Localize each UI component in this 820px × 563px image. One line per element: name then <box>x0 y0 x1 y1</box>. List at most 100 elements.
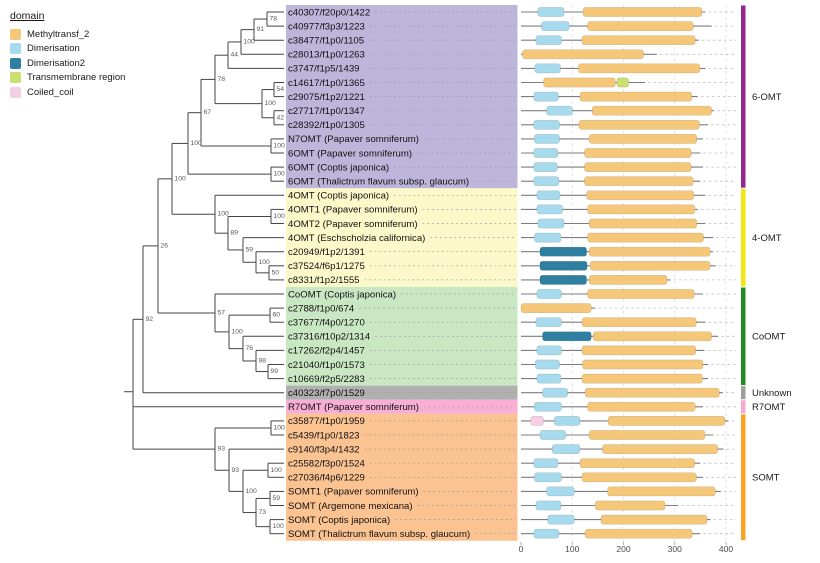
tip-label: c40323/f7p0/1529 <box>288 388 365 399</box>
clade-strip-label: Unknown <box>752 388 792 399</box>
bootstrap-label: 100 <box>191 140 203 147</box>
clade-strip-label: CoOMT <box>752 332 785 343</box>
domain-rect-Dimerisation <box>534 232 562 243</box>
domain-rect-Methyltransf_2 <box>602 444 719 454</box>
domain-rect-Dimerisation <box>542 387 568 398</box>
tip-label: 4OMT2 (Papaver somniferum) <box>288 219 418 230</box>
domain-rect-Dimerisation <box>536 373 562 384</box>
tip-label: c28013/f1p0/1263 <box>288 50 365 61</box>
domain-rect-Dimerisation2 <box>539 246 587 257</box>
bootstrap-label: 100 <box>265 100 277 107</box>
clade-strip-SOMT <box>741 414 746 541</box>
clade-strip-6-OMT <box>741 5 746 188</box>
tip-label: 4OMT1 (Papaver somniferum) <box>288 205 418 216</box>
domain-rect-Dimerisation <box>536 345 562 356</box>
clade-highlight-Unknown <box>286 385 518 400</box>
tip-label: c28392/f1p0/1305 <box>288 120 365 131</box>
domain-rect-Methyltransf_2 <box>600 514 708 525</box>
legend-item: Transmembrane region <box>10 71 125 86</box>
domain-rect-Dimerisation <box>536 289 562 299</box>
domain-rect-Methyltransf_2 <box>587 204 695 215</box>
domain-rect-Methyltransf_2 <box>581 472 697 483</box>
tip-label: c25582/f3p0/1524 <box>288 459 365 470</box>
legend-swatch-Coiled_coil <box>10 86 21 98</box>
domain-rect-Dimerisation2 <box>539 260 588 271</box>
domain-rect-Methyltransf_2 <box>584 528 693 539</box>
axis-tick-label: 200 <box>616 544 630 554</box>
domain-rect-Methyltransf_2 <box>595 500 666 511</box>
tip-label: c40307/f20p0/1422 <box>288 7 370 18</box>
bootstrap-label: 99 <box>271 368 279 375</box>
clade-strip-4-OMT <box>741 188 746 287</box>
bootstrap-label: 100 <box>246 488 258 495</box>
bootstrap-label: 100 <box>274 424 286 431</box>
domain-rect-Methyltransf_2 <box>584 387 720 398</box>
domain-rect-Dimerisation <box>554 416 581 426</box>
domain-rect-Dimerisation <box>536 190 561 201</box>
bootstrap-label: 59 <box>273 495 281 502</box>
legend-swatch-Dimerisation2 <box>10 57 21 69</box>
domain-rect-Methyltransf_2 <box>588 275 668 285</box>
tip-label: c27036/f4p6/1229 <box>288 473 365 484</box>
tip-label: c37677/f4p0/1270 <box>288 318 365 329</box>
bootstrap-label: 57 <box>218 309 226 316</box>
legend-item-label: Methyltransf_2 <box>27 28 90 40</box>
tip-label: SOMT1 (Papaver somniferum) <box>288 487 419 498</box>
domain-rect-Coiled_coil <box>530 416 544 426</box>
tip-label: 4OMT (Coptis japonica) <box>288 191 389 202</box>
domain-rect-Dimerisation <box>537 218 565 229</box>
domain-rect-Methyltransf_2 <box>520 303 592 313</box>
clade-highlight-6-OMT <box>286 4 518 189</box>
bootstrap-label: 26 <box>161 242 169 249</box>
tip-label: c17262/f2p4/1457 <box>288 346 365 357</box>
bootstrap-label: 100 <box>175 175 187 182</box>
bootstrap-label: 67 <box>204 109 212 116</box>
tip-label: 6OMT (Papaver somniferum) <box>288 148 412 159</box>
tip-label: SOMT (Coptis japonica) <box>288 515 390 526</box>
tip-label: c29075/f1p2/1221 <box>288 92 365 103</box>
domain-rect-Dimerisation <box>536 204 563 215</box>
domain-rect-Dimerisation <box>535 35 562 46</box>
clade-strip-label: 4-OMT <box>752 233 782 244</box>
domain-rect-Methyltransf_2 <box>582 7 703 17</box>
legend-title: domain <box>10 10 45 22</box>
domain-rect-Dimerisation <box>533 176 560 187</box>
tip-label: CoOMT (Coptis japonica) <box>288 289 396 300</box>
bootstrap-label: 100 <box>274 213 286 220</box>
domain-rect-Dimerisation <box>535 317 562 328</box>
bootstrap-label: 100 <box>218 211 230 218</box>
domain-rect-Dimerisation <box>533 91 559 102</box>
tip-label: 6OMT (Thalictrum flavum subsp. glaucum) <box>288 177 469 188</box>
tip-label: 6OMT (Coptis japonica) <box>288 162 389 173</box>
domain-rect-Methyltransf_2 <box>588 218 698 229</box>
tip-label: c8331/f1p2/1555 <box>288 275 360 286</box>
bootstrap-label: 59 <box>246 246 254 253</box>
domain-rect-Dimerisation <box>533 528 560 539</box>
bootstrap-label: 73 <box>259 509 267 516</box>
legend-item-label: Dimerisation <box>27 43 80 55</box>
domain-rect-Methyltransf_2 <box>587 289 695 299</box>
bootstrap-label: 44 <box>231 52 239 59</box>
domain-rect-Dimerisation <box>534 472 562 483</box>
tip-label: R7OMT (Papaver somniferum) <box>288 402 419 413</box>
axis-tick-label: 100 <box>565 544 579 554</box>
domain-rect-Dimerisation2 <box>539 275 587 285</box>
legend-swatch-Dimerisation <box>10 43 21 55</box>
tip-label: N7OMT (Papaver somniferum) <box>288 134 419 145</box>
tip-label: c10669/f2p5/2283 <box>288 374 365 385</box>
domain-rect-Dimerisation <box>533 148 559 158</box>
domain-rect-Dimerisation <box>535 359 560 370</box>
legend-item-label: Coiled_coil <box>27 86 74 98</box>
tip-label: c14617/f1p0/1365 <box>288 78 365 89</box>
domain-rect-Methyltransf_2 <box>588 134 698 144</box>
domain-rect-Methyltransf_2 <box>581 373 703 384</box>
domain-rect-Dimerisation <box>546 486 575 497</box>
domain-rect-Methyltransf_2 <box>593 331 712 342</box>
tip-label: c21040/f1p0/1573 <box>288 360 365 371</box>
domain-rect-Dimerisation <box>534 63 561 74</box>
bootstrap-label: 92 <box>146 316 154 323</box>
domain-rect-Dimerisation <box>533 162 558 172</box>
domain-rect-Methyltransf_2 <box>584 162 692 172</box>
tip-label: SOMT (Thalictrum flavum subsp. glaucum) <box>288 529 470 540</box>
domain-rect-Methyltransf_2 <box>587 401 696 412</box>
